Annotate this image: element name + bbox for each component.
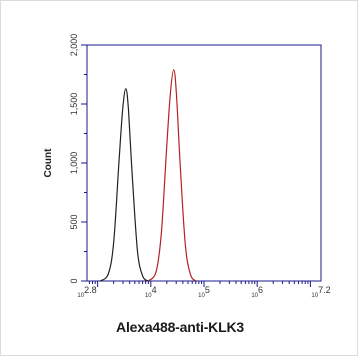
y-tick-label: 1,000 xyxy=(69,152,79,175)
y-tick-label: 2,000 xyxy=(69,34,79,57)
x-tick-exponent: 7.2 xyxy=(318,285,331,295)
y-tick-label: 0 xyxy=(69,278,79,283)
x-axis-label: Alexa488-anti-KLK3 xyxy=(116,319,244,335)
plot-area-frame xyxy=(86,44,322,282)
x-tick-exponent: 2.8 xyxy=(84,285,97,295)
y-axis-ticks: 0 500 1,000 1,500 2,000 xyxy=(69,34,87,284)
x-tick-exponent: 4 xyxy=(152,285,157,295)
y-tick-label: 500 xyxy=(69,214,79,229)
y-axis-label: Count xyxy=(43,148,54,178)
axes xyxy=(86,44,322,282)
x-tick-base: 10 xyxy=(77,293,84,299)
histogram-series-2 xyxy=(147,69,197,282)
x-tick-base: 10 xyxy=(198,293,205,299)
x-tick-label: 102.8 xyxy=(77,285,96,299)
x-tick-label: 107.2 xyxy=(311,285,330,299)
x-tick-base: 10 xyxy=(145,293,152,299)
x-tick-base: 10 xyxy=(251,293,258,299)
x-tick-label: 104 xyxy=(145,285,157,299)
x-tick-exponent: 6 xyxy=(258,285,263,295)
series-group xyxy=(99,69,197,282)
x-tick-base: 10 xyxy=(311,293,318,299)
x-tick-label: 105 xyxy=(198,285,210,299)
x-tick-label: 106 xyxy=(251,285,263,299)
x-tick-exponent: 5 xyxy=(205,285,210,295)
histogram-series-1 xyxy=(99,88,149,282)
y-tick-label: 1,500 xyxy=(69,93,79,116)
